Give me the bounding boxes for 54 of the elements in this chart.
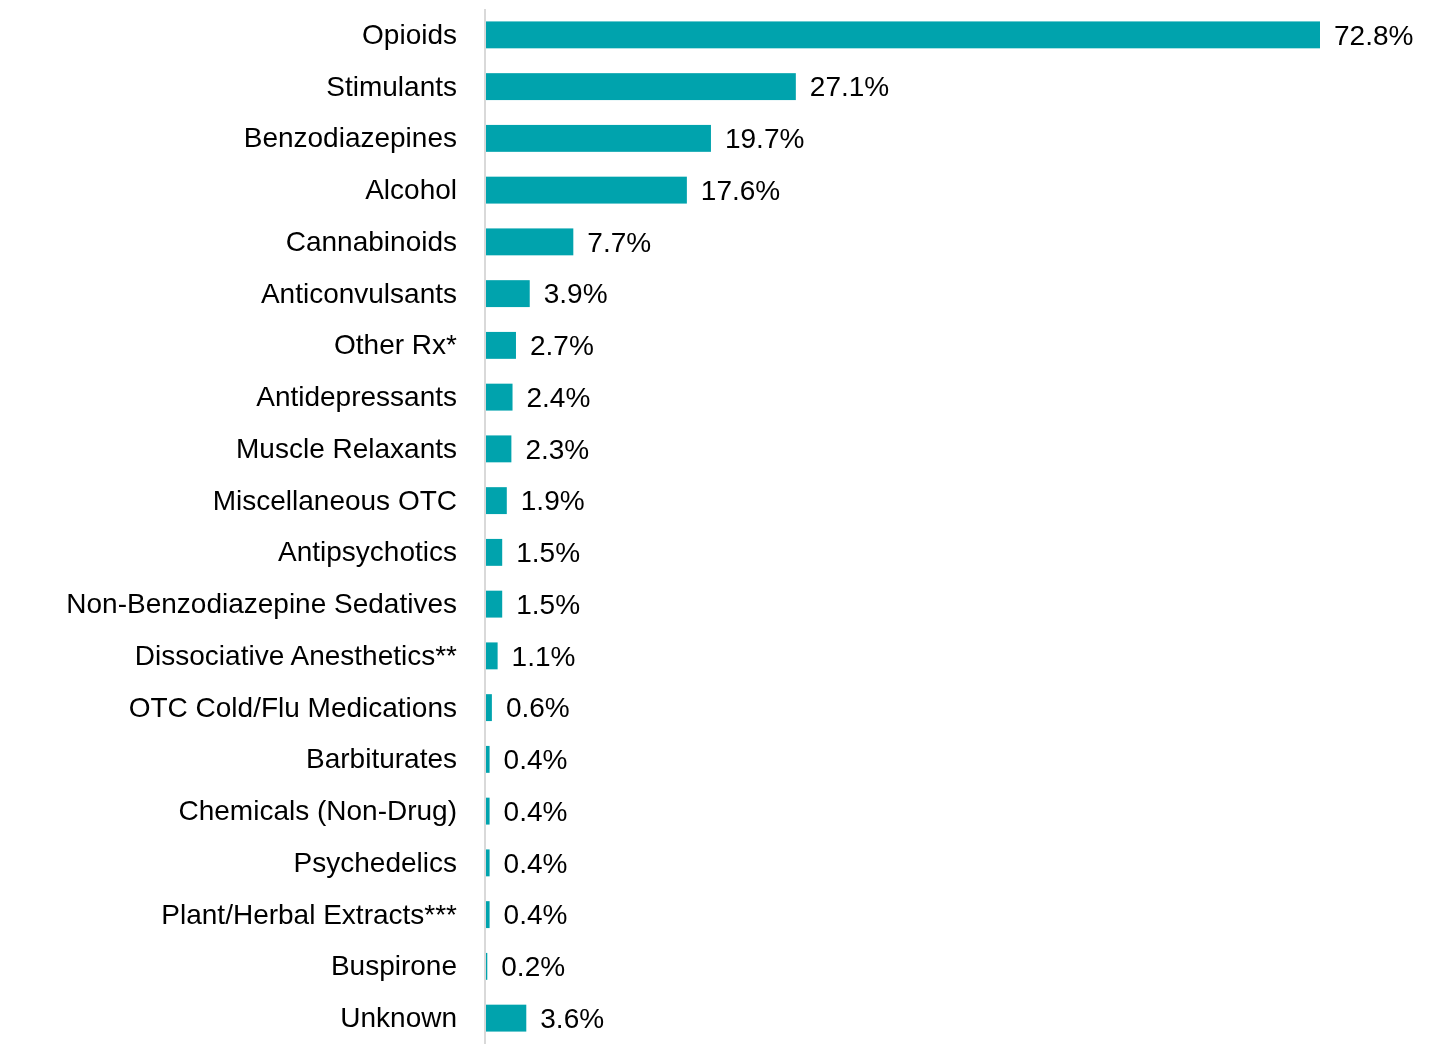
data-label: 17.6% <box>700 174 781 206</box>
data-label: 0.4% <box>503 795 568 827</box>
data-label: 0.4% <box>503 847 568 879</box>
data-label: 3.6% <box>540 1002 605 1034</box>
bar <box>485 124 711 152</box>
y-tick-label: Dissociative Anesthetics** <box>134 639 458 671</box>
y-tick-label: Non-Benzodiazepine Sedatives <box>66 588 457 620</box>
data-label: 2.3% <box>525 433 590 465</box>
data-label: 72.8% <box>1334 19 1414 51</box>
bar <box>485 73 796 101</box>
data-label: 19.7% <box>724 123 805 155</box>
data-label: 1.5% <box>516 537 581 569</box>
y-tick-label: Barbiturates <box>306 743 457 775</box>
y-tick-label: Opioids <box>362 18 457 50</box>
data-label: 1.1% <box>511 640 576 672</box>
data-label: 1.5% <box>516 588 581 620</box>
bar <box>485 590 503 618</box>
bar <box>485 21 1320 49</box>
y-tick-label: Benzodiazepines <box>243 122 457 154</box>
y-tick-label: Stimulants <box>326 70 457 102</box>
data-label: 0.4% <box>503 744 568 776</box>
y-tick-label: Antidepressants <box>256 381 457 413</box>
y-tick-label: Chemicals (Non-Drug) <box>178 795 457 827</box>
y-tick-label: Psychedelics <box>293 846 457 878</box>
data-label: 0.6% <box>505 692 570 724</box>
data-label: 2.4% <box>526 381 591 413</box>
y-tick-label: OTC Cold/Flu Medications <box>128 691 457 723</box>
bar <box>485 1004 527 1032</box>
y-tick-label: Alcohol <box>365 174 457 206</box>
data-label: 0.4% <box>503 899 568 931</box>
data-label: 0.2% <box>501 951 566 983</box>
bar <box>485 331 516 359</box>
bar <box>485 228 574 256</box>
y-tick-label: Plant/Herbal Extracts*** <box>161 898 458 930</box>
y-tick-label: Miscellaneous OTC <box>212 484 457 516</box>
data-label: 7.7% <box>587 226 652 258</box>
data-label: 3.9% <box>543 278 608 310</box>
bar <box>485 642 498 670</box>
data-label: 27.1% <box>809 71 890 103</box>
bar <box>485 176 687 204</box>
y-tick-label: Antipsychotics <box>278 536 457 568</box>
bar <box>485 435 512 463</box>
y-tick-label: Muscle Relaxants <box>236 432 457 464</box>
y-tick-label: Buspirone <box>330 950 457 982</box>
bar <box>485 487 507 515</box>
bar <box>485 280 530 308</box>
bar <box>485 383 513 411</box>
y-tick-label: Unknown <box>340 1002 457 1034</box>
data-label: 1.9% <box>520 485 585 517</box>
y-tick-label: Cannabinoids <box>285 225 457 257</box>
data-label: 2.7% <box>529 330 594 362</box>
y-tick-label: Other Rx* <box>334 329 458 361</box>
y-tick-label: Anticonvulsants <box>260 277 457 309</box>
bar <box>485 538 503 566</box>
